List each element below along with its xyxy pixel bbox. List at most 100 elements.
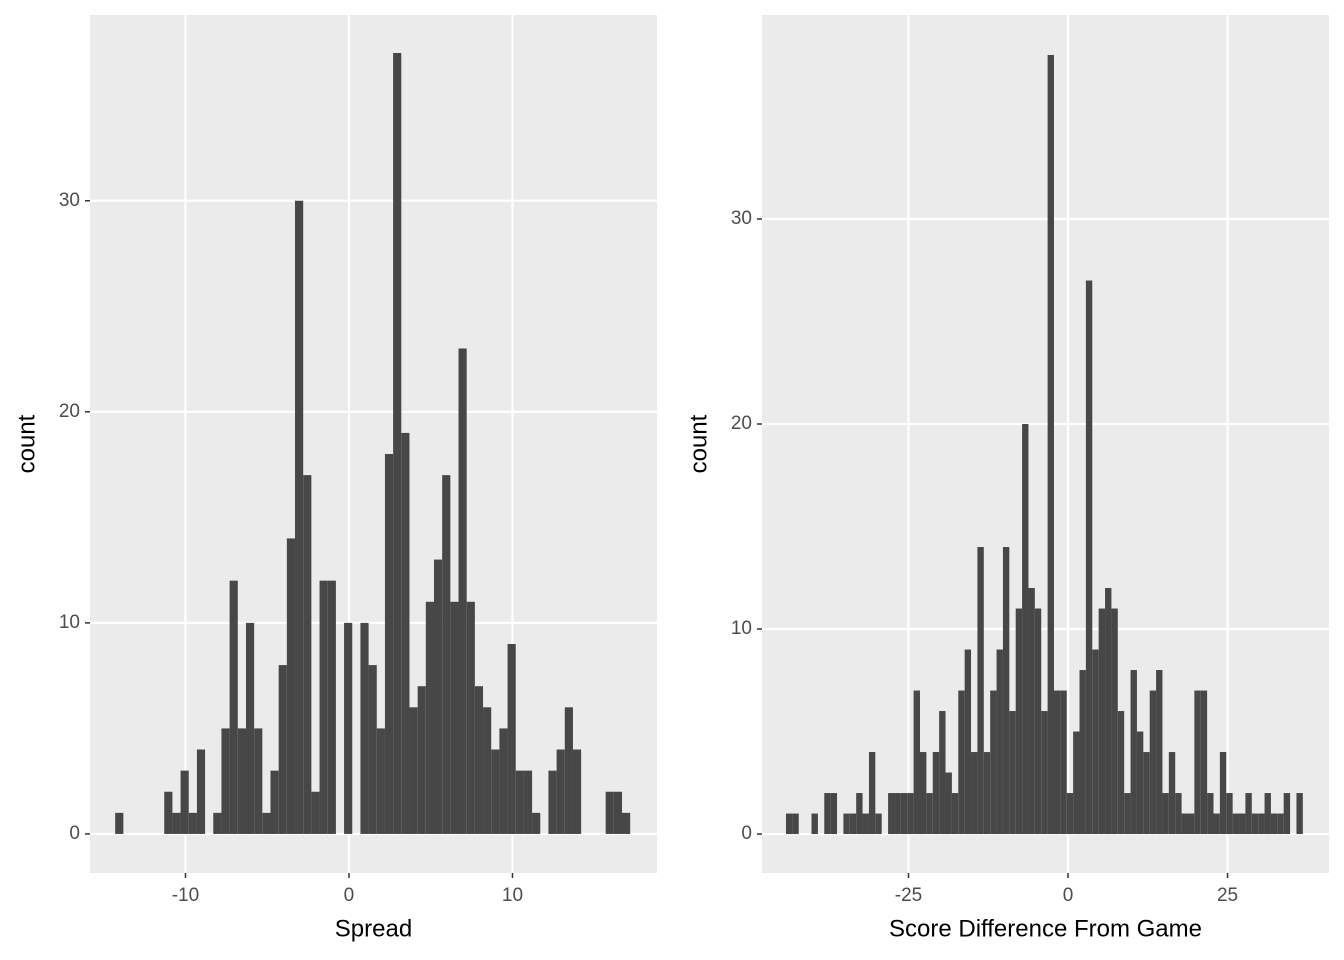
bar (1162, 793, 1169, 835)
bar (990, 690, 997, 835)
bar (958, 690, 965, 835)
bar (951, 793, 959, 835)
bar (172, 812, 181, 834)
bar (384, 454, 394, 834)
bar (1232, 813, 1240, 835)
bar (1194, 690, 1201, 835)
bar (564, 707, 573, 834)
bar (1181, 813, 1188, 835)
bar (393, 52, 402, 834)
bar (327, 580, 336, 834)
y-tick-label: 20 (59, 401, 80, 422)
bar (344, 622, 353, 834)
bar (180, 770, 189, 834)
bar (971, 752, 978, 835)
x-tick-label: -10 (172, 885, 199, 906)
bar (450, 601, 459, 834)
bar (311, 791, 320, 834)
bar (932, 752, 940, 835)
bar (849, 813, 857, 835)
bar (894, 793, 901, 835)
bar (888, 793, 895, 835)
bar (278, 665, 287, 834)
bar (1283, 793, 1291, 835)
bar (1168, 752, 1176, 835)
bar (466, 601, 475, 834)
bar (401, 432, 410, 834)
bar (1111, 608, 1118, 835)
bar (433, 559, 443, 834)
bar (622, 812, 631, 834)
x-tick-label: 0 (344, 885, 355, 906)
bar (286, 538, 296, 834)
bar (1092, 649, 1099, 835)
bar (360, 622, 369, 834)
bar (1015, 608, 1023, 835)
bar (1060, 690, 1067, 835)
y-axis-title: count (685, 414, 712, 473)
bar (792, 813, 799, 835)
bar (1098, 608, 1106, 835)
bar (262, 812, 271, 834)
bar (811, 813, 818, 835)
bar (1149, 690, 1157, 835)
bar (1073, 731, 1080, 835)
y-tick-label: 30 (731, 208, 752, 229)
y-tick-label: 10 (731, 618, 752, 639)
bar (830, 793, 838, 835)
bar (507, 643, 516, 834)
bar (1219, 752, 1227, 835)
bar (1245, 793, 1252, 835)
bar (1200, 690, 1208, 835)
bar (417, 686, 426, 834)
bar (474, 686, 484, 834)
bar (254, 728, 263, 834)
bar (1022, 424, 1029, 835)
bar (523, 770, 533, 834)
bar (483, 707, 492, 834)
bar (1130, 670, 1137, 835)
bar (532, 812, 541, 834)
bar (1136, 731, 1144, 835)
bar (1270, 813, 1278, 835)
bar (605, 791, 614, 834)
bar (221, 728, 230, 834)
y-tick-label: 0 (741, 823, 752, 844)
bar (1009, 711, 1016, 835)
bar (188, 812, 197, 834)
bar (425, 601, 434, 834)
bar (1028, 588, 1035, 835)
y-axis-title: count (13, 414, 40, 473)
bar (843, 813, 850, 835)
bar (499, 728, 508, 834)
bar (856, 793, 863, 835)
y-tick-label: 20 (731, 413, 752, 434)
bar (1264, 793, 1271, 835)
bar (1085, 280, 1093, 835)
bar (442, 475, 451, 834)
bar (1258, 813, 1265, 835)
bar (1251, 813, 1259, 835)
bar (1002, 547, 1010, 835)
bar (1034, 608, 1042, 835)
y-tick-label: 10 (59, 612, 80, 633)
bar (1105, 588, 1112, 835)
bar (1041, 711, 1048, 835)
x-tick-label: -25 (895, 885, 922, 906)
bar (1207, 793, 1214, 835)
bar (1066, 793, 1074, 835)
bar (1079, 670, 1086, 835)
bar (458, 348, 467, 834)
bar (229, 580, 238, 834)
bar (556, 749, 565, 834)
bar (1239, 813, 1246, 835)
bar (977, 547, 984, 835)
bar (983, 752, 991, 835)
bar (295, 200, 304, 834)
bar (270, 770, 279, 834)
x-axis-title: Spread (335, 915, 412, 942)
bar (491, 749, 500, 834)
bar (785, 813, 793, 835)
bar (164, 791, 173, 834)
